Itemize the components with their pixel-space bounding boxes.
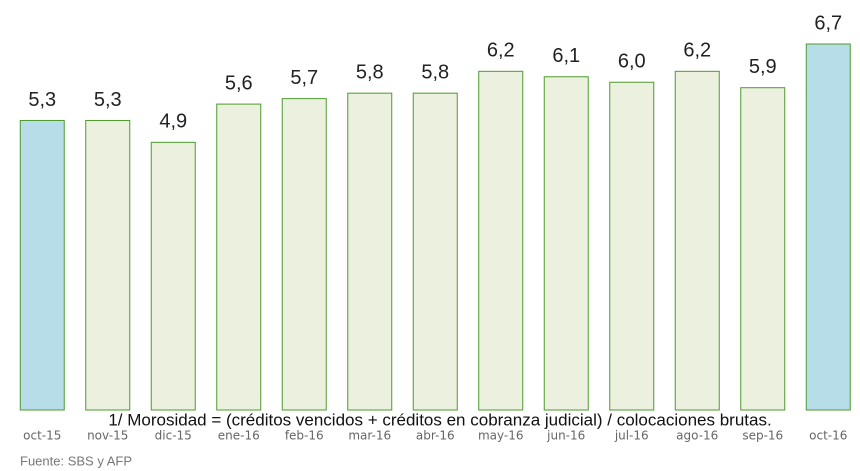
bar <box>347 92 393 411</box>
value-label: 4,9 <box>159 111 187 133</box>
bar <box>674 70 720 411</box>
bar <box>740 87 786 411</box>
value-label: 6,2 <box>487 40 515 62</box>
value-label: 6,7 <box>814 12 842 34</box>
bar <box>281 98 327 411</box>
value-label: 5,3 <box>94 89 122 111</box>
bar <box>85 119 131 411</box>
footnote: 1/ Morosidad = (créditos vencidos + créd… <box>108 410 771 429</box>
bar <box>543 76 589 411</box>
bars: 5,3 oct-15 5,3 nov-15 4,9 dic-15 5,6 ene-16 5,7 f… <box>19 12 851 443</box>
value-label: 5,7 <box>290 67 318 89</box>
value-label: 5,8 <box>356 61 384 83</box>
bar <box>19 119 65 411</box>
x-tick-label: mar-16 <box>348 429 391 443</box>
x-tick-label: ago-16 <box>676 429 718 443</box>
source: Fuente: SBS y AFP <box>20 453 132 468</box>
x-tick-label: jul-16 <box>614 429 649 443</box>
bar <box>478 70 524 411</box>
value-label: 5,9 <box>749 56 777 78</box>
bar <box>609 81 655 411</box>
value-label: 6,1 <box>552 45 580 67</box>
x-tick-label: sep-16 <box>742 429 783 443</box>
x-tick-label: oct-16 <box>809 429 847 443</box>
x-tick-label: dic-15 <box>155 429 192 443</box>
value-label: 5,6 <box>225 72 253 94</box>
value-label: 6,0 <box>618 51 646 73</box>
x-tick-label: may-16 <box>478 429 524 443</box>
x-tick-label: jun-16 <box>546 429 585 443</box>
bar <box>805 43 851 411</box>
bar <box>150 141 196 411</box>
x-tick-label: nov-15 <box>87 429 128 443</box>
x-tick-label: ene-16 <box>218 429 260 443</box>
bar <box>216 103 262 411</box>
x-tick-label: oct-15 <box>23 429 61 443</box>
value-label: 6,2 <box>683 40 711 62</box>
bar <box>412 92 458 411</box>
value-label: 5,8 <box>421 61 449 83</box>
x-tick-label: feb-16 <box>285 429 324 443</box>
value-label: 5,3 <box>28 89 56 111</box>
x-tick-label: abr-16 <box>416 429 455 443</box>
